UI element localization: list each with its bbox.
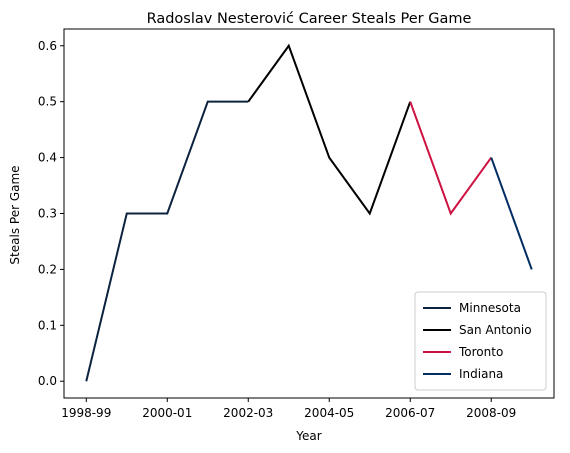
legend-label: Indiana (459, 367, 503, 381)
x-tick-label: 2000-01 (142, 406, 192, 420)
legend-box (414, 291, 547, 391)
y-axis-ticks: 0.0 0.1 0.2 0.3 0.4 0.5 0.6 (38, 39, 64, 388)
x-axis-label: Year (295, 429, 321, 443)
y-tick-label: 0.5 (38, 95, 57, 109)
y-tick-label: 0.2 (38, 262, 57, 276)
series-line-minnesota (85, 100, 249, 382)
y-axis-label: Steals Per Game (8, 165, 22, 264)
y-tick-label: 0.3 (38, 207, 57, 221)
legend-label: San Antonio (459, 323, 532, 337)
y-tick-label: 0.6 (38, 39, 57, 53)
y-tick-label: 0.4 (38, 151, 57, 165)
x-tick-label: 1998-99 (61, 406, 111, 420)
x-tick-label: 2004-05 (304, 406, 354, 420)
y-tick-label: 0.1 (38, 318, 57, 332)
x-tick-label: 2008-09 (466, 406, 516, 420)
series-line-san-antonio (247, 43, 412, 216)
legend-label: Minnesota (459, 301, 521, 315)
plot-frame (63, 28, 555, 399)
y-tick-label: 0.0 (38, 374, 57, 388)
x-tick-label: 2002-03 (223, 406, 273, 420)
series-line-indiana (490, 157, 533, 270)
x-tick-label: 2006-07 (385, 406, 435, 420)
legend: Minnesota San Antonio Toronto Indiana (414, 291, 547, 391)
chart-title: Radoslav Nesterović Career Steals Per Ga… (147, 11, 472, 27)
series-line-toronto (409, 101, 493, 216)
series-lines (85, 43, 533, 382)
legend-label: Toronto (458, 345, 503, 359)
x-axis-ticks: 1998-99 2000-01 2002-03 2004-05 2006-07 2008-… (61, 398, 516, 420)
